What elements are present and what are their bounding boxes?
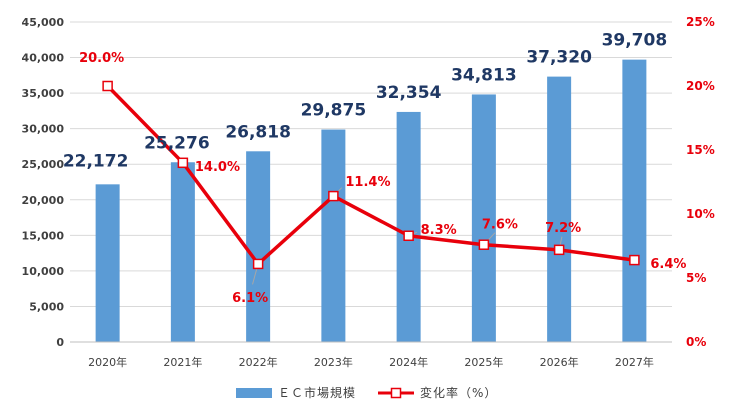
x-tick-label: 2024年 [389, 355, 428, 369]
left-tick-label: 15,000 [22, 229, 65, 242]
legend-line-label: 変化率（%） [420, 385, 497, 400]
legend-bar-label: ＥＣ市場規模 [278, 385, 356, 400]
right-tick-label: 20% [686, 79, 715, 93]
bar-value-label: 22,172 [63, 151, 129, 171]
change-rate-label: 8.3% [421, 223, 457, 238]
change-rate-label: 20.0% [79, 51, 124, 66]
x-tick-label: 2023年 [314, 355, 353, 369]
right-tick-label: 15% [686, 143, 715, 157]
change-rate-label: 7.2% [545, 221, 581, 236]
bar-value-label: 34,813 [451, 65, 517, 85]
left-tick-label: 25,000 [22, 158, 65, 171]
bar-series [95, 59, 647, 343]
right-tick-label: 5% [686, 271, 706, 285]
line-marker [252, 258, 264, 270]
line-marker [629, 254, 640, 266]
bar [95, 184, 120, 342]
change-rate-label: 6.1% [232, 291, 268, 306]
bar-data-labels: 22,172 25,276 26,818 29,875 32,354 34,813 37,3… [63, 31, 667, 172]
left-tick-label: 30,000 [22, 123, 65, 136]
bar [622, 59, 647, 343]
left-tick-label: 45,000 [22, 16, 65, 29]
x-axis: 2020年 2021年 2022年 2023年 2024年 2025年 2026年 2027年 [70, 341, 672, 369]
line-marker [403, 230, 414, 242]
left-tick-label: 40,000 [22, 52, 65, 65]
line-marker [328, 190, 339, 202]
change-rate-label: 14.0% [195, 160, 240, 175]
change-rate-label: 6.4% [650, 257, 686, 272]
left-axis: 0 5,000 10,000 15,000 20,000 25,000 30,000 35,0… [22, 16, 65, 349]
x-tick-label: 2021年 [163, 355, 202, 369]
bar-value-label: 39,708 [602, 31, 668, 51]
left-tick-label: 10,000 [22, 265, 65, 278]
bar-value-label: 26,818 [225, 122, 291, 142]
change-rate-line [106, 84, 635, 266]
left-tick-label: 20,000 [22, 194, 65, 207]
bar-value-label: 37,320 [526, 48, 592, 68]
right-tick-label: 10% [686, 207, 715, 221]
bar [396, 111, 421, 342]
gridlines [70, 21, 672, 343]
right-tick-label: 25% [686, 15, 715, 29]
left-tick-label: 35,000 [22, 87, 65, 100]
x-tick-label: 2022年 [239, 355, 278, 369]
bar [547, 76, 572, 342]
bar [471, 94, 496, 342]
x-tick-label: 2020年 [88, 355, 127, 369]
bar-value-label: 32,354 [376, 83, 442, 103]
line-marker [478, 239, 490, 250]
x-tick-label: 2027年 [615, 355, 654, 369]
line-marker [102, 80, 113, 92]
line-marker [553, 244, 565, 256]
right-axis: 0% 5% 10% 15% 20% 25% [686, 15, 715, 349]
bar [321, 129, 346, 342]
x-tick-label: 2026年 [540, 355, 579, 369]
legend: ＥＣ市場規模 変化率（%） [236, 385, 497, 400]
legend-bar-swatch [236, 388, 272, 398]
bar-value-label: 25,276 [144, 133, 210, 153]
x-tick-label: 2025年 [464, 355, 503, 369]
bar-value-label: 29,875 [301, 101, 367, 121]
line-data-labels: 20.0% 14.0% 6.1% 11.4% 8.3% 7.6% 7.2% 6.4% [79, 51, 686, 306]
bar [246, 151, 271, 342]
bar [170, 162, 195, 342]
legend-line-marker [390, 387, 402, 399]
change-rate-label: 11.4% [345, 175, 390, 190]
left-tick-label: 0 [56, 336, 64, 349]
left-tick-label: 5,000 [29, 300, 64, 313]
right-tick-label: 0% [686, 335, 706, 349]
line-series [102, 80, 640, 270]
change-rate-label: 7.6% [482, 218, 518, 233]
line-marker [177, 157, 189, 169]
